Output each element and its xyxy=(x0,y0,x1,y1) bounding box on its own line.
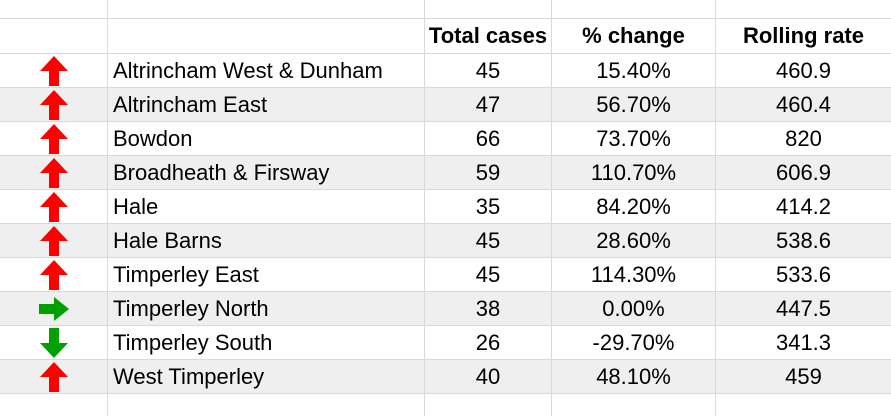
pct-change-cell[interactable]: 28.60% xyxy=(552,224,716,257)
area-header-cell[interactable] xyxy=(108,19,425,53)
cell[interactable] xyxy=(108,394,425,416)
total-cases-cell[interactable]: 45 xyxy=(425,258,552,291)
table-row: Timperley South 26 -29.70% 341.3 xyxy=(0,326,891,360)
rolling-rate-cell[interactable]: 459 xyxy=(785,363,822,389)
area-name-cell[interactable]: Timperley North xyxy=(108,292,425,325)
total-cases-cell[interactable]: 47 xyxy=(425,88,552,121)
table-row: West Timperley 40 48.10% 459 xyxy=(0,360,891,394)
pct-change-cell[interactable]: -29.70% xyxy=(552,326,716,359)
table-row: Altrincham West & Dunham 45 15.40% 460.9 xyxy=(0,54,891,88)
up-arrow-icon xyxy=(39,157,68,188)
cell[interactable] xyxy=(716,394,891,416)
up-arrow-icon xyxy=(39,225,68,256)
rolling-rate-cell[interactable]: 460.9 xyxy=(775,57,832,83)
trend-cell[interactable] xyxy=(0,190,108,223)
area-name-cell[interactable]: Broadheath & Firsway xyxy=(108,156,425,189)
area-name-cell[interactable]: Bowdon xyxy=(108,122,425,155)
trend-cell[interactable] xyxy=(0,326,108,359)
table-row: Hale Barns 45 28.60% 538.6 xyxy=(0,224,891,258)
area-name-cell[interactable]: Altrincham West & Dunham xyxy=(108,54,425,87)
cell[interactable] xyxy=(0,0,108,18)
table-row: Timperley North 38 0.00% 447.5 xyxy=(0,292,891,326)
area-name-cell[interactable]: Altrincham East xyxy=(108,88,425,121)
up-arrow-icon xyxy=(39,191,68,222)
trend-cell[interactable] xyxy=(0,54,108,87)
cell[interactable] xyxy=(716,0,891,18)
trend-cell[interactable] xyxy=(0,156,108,189)
pct-change-cell[interactable]: 114.30% xyxy=(552,258,716,291)
rolling-rate-cell[interactable]: 606.9 xyxy=(775,159,832,185)
table-row: Broadheath & Firsway 59 110.70% 606.9 xyxy=(0,156,891,190)
pct-change-cell[interactable]: 56.70% xyxy=(552,88,716,121)
rolling-rate-header[interactable]: Rolling rate xyxy=(742,23,864,48)
pct-change-cell[interactable]: 84.20% xyxy=(552,190,716,223)
trend-cell[interactable] xyxy=(0,224,108,257)
right-arrow-icon xyxy=(38,296,69,321)
trend-cell[interactable] xyxy=(0,88,108,121)
table-row: Altrincham East 47 56.70% 460.4 xyxy=(0,88,891,122)
area-name-cell[interactable]: Hale Barns xyxy=(108,224,425,257)
rolling-rate-cell[interactable]: 460.4 xyxy=(775,91,832,117)
table-row: Hale 35 84.20% 414.2 xyxy=(0,190,891,224)
area-name-cell[interactable]: West Timperley xyxy=(108,360,425,393)
cell[interactable] xyxy=(552,394,716,416)
up-arrow-icon xyxy=(39,123,68,154)
rolling-rate-cell[interactable]: 820 xyxy=(785,125,822,151)
trend-cell[interactable] xyxy=(0,292,108,325)
cell[interactable] xyxy=(0,394,108,416)
cell[interactable] xyxy=(425,0,552,18)
pct-change-cell[interactable]: 15.40% xyxy=(552,54,716,87)
total-cases-cell[interactable]: 35 xyxy=(425,190,552,223)
empty-bottom-row xyxy=(0,394,891,416)
pct-change-cell[interactable]: 73.70% xyxy=(552,122,716,155)
pct-change-cell[interactable]: 0.00% xyxy=(552,292,716,325)
up-arrow-icon xyxy=(39,361,68,392)
up-arrow-icon xyxy=(39,259,68,290)
table-row: Timperley East 45 114.30% 533.6 xyxy=(0,258,891,292)
cell[interactable] xyxy=(552,0,716,18)
area-name-cell[interactable]: Hale xyxy=(108,190,425,223)
total-cases-header[interactable]: Total cases xyxy=(425,19,552,53)
total-cases-cell[interactable]: 66 xyxy=(425,122,552,155)
pct-change-header[interactable]: % change xyxy=(552,19,716,53)
up-arrow-icon xyxy=(39,89,68,120)
total-cases-cell[interactable]: 40 xyxy=(425,360,552,393)
trend-cell[interactable] xyxy=(0,122,108,155)
table-row: Bowdon 66 73.70% 820 xyxy=(0,122,891,156)
pct-change-cell[interactable]: 48.10% xyxy=(552,360,716,393)
total-cases-cell[interactable]: 26 xyxy=(425,326,552,359)
cell[interactable] xyxy=(108,0,425,18)
header-row: Total cases % change Rolling rate xyxy=(0,19,891,54)
area-name-cell[interactable]: Timperley East xyxy=(108,258,425,291)
up-arrow-icon xyxy=(39,55,68,86)
trend-header-cell[interactable] xyxy=(0,19,108,53)
pct-change-cell[interactable]: 110.70% xyxy=(552,156,716,189)
rolling-rate-cell[interactable]: 341.3 xyxy=(775,329,832,355)
rolling-rate-cell[interactable]: 414.2 xyxy=(775,193,832,219)
empty-top-row xyxy=(0,0,891,19)
down-arrow-icon xyxy=(39,327,68,358)
total-cases-cell[interactable]: 45 xyxy=(425,224,552,257)
total-cases-cell[interactable]: 59 xyxy=(425,156,552,189)
trend-cell[interactable] xyxy=(0,258,108,291)
area-name-cell[interactable]: Timperley South xyxy=(108,326,425,359)
rolling-rate-cell[interactable]: 447.5 xyxy=(775,295,832,321)
trend-cell[interactable] xyxy=(0,360,108,393)
total-cases-cell[interactable]: 38 xyxy=(425,292,552,325)
rolling-rate-cell[interactable]: 538.6 xyxy=(775,227,832,253)
cell[interactable] xyxy=(425,394,552,416)
rolling-rate-cell[interactable]: 533.6 xyxy=(775,261,832,287)
total-cases-cell[interactable]: 45 xyxy=(425,54,552,87)
